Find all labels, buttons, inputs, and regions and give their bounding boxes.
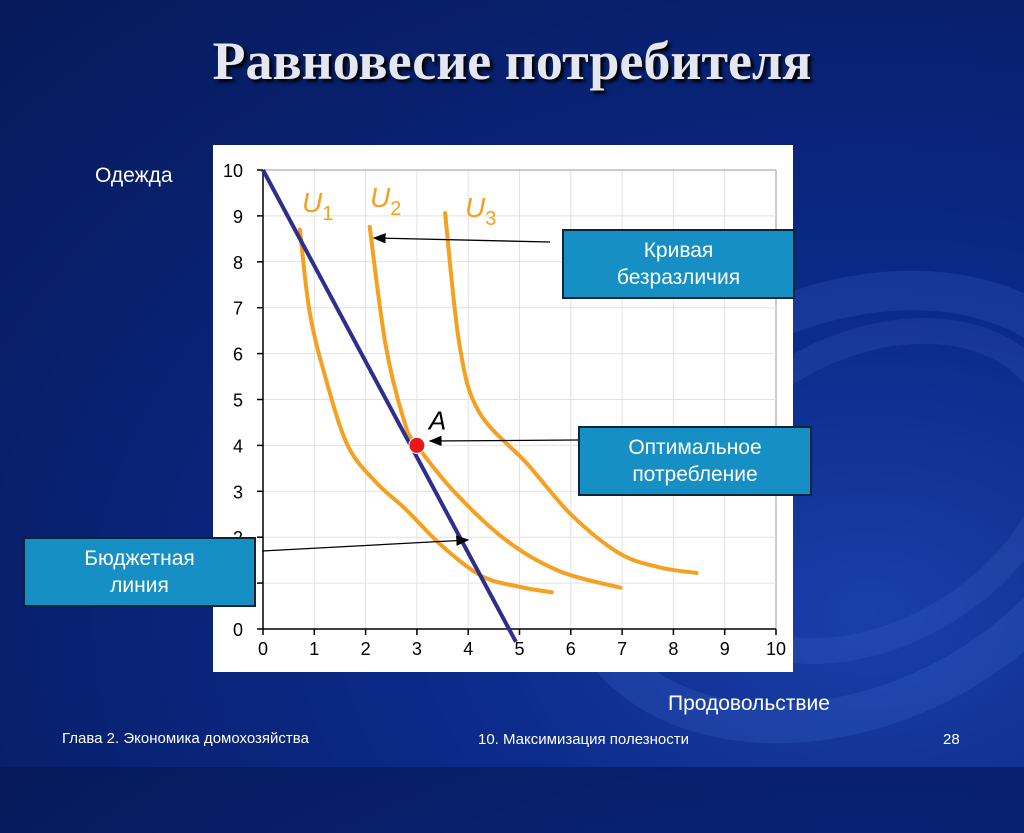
callout-line: Кривая [643, 239, 714, 262]
y-tick-label: 0 [233, 620, 243, 640]
page-title: Равновесие потребителя [212, 31, 812, 91]
x-tick-label: 7 [617, 639, 627, 659]
indifference-curve-u1 [297, 227, 554, 595]
callout-indifference-curve: Кривая безразличия [562, 229, 795, 299]
indifference-curve-u2 [367, 224, 623, 590]
optimum-point [408, 436, 426, 454]
budget-line [261, 169, 518, 643]
footer-chapter: Глава 2. Экономика домохозяйства [62, 730, 309, 747]
footer-section: 10. Максимизация полезности [478, 731, 689, 748]
arrow-to-budget [261, 535, 470, 552]
callout-line: линия [110, 574, 169, 597]
y-tick-label: 8 [233, 253, 243, 273]
indifference-curve-u3 [443, 211, 699, 576]
optimum-point-label: A [427, 405, 446, 435]
callout-line: безразличия [616, 266, 741, 289]
y-tick-label: 3 [233, 482, 243, 502]
callout-line: Оптимальное [628, 436, 762, 459]
y-tick-label: 5 [233, 391, 243, 411]
y-tick-label: 7 [233, 299, 243, 319]
arrow-to-optimum [428, 435, 579, 447]
x-tick-label: 8 [668, 639, 678, 659]
y-tick-label: 10 [223, 161, 243, 181]
x-tick-label: 3 [412, 639, 422, 659]
y-axis-label: Одежда [95, 164, 173, 187]
y-tick-label: 9 [233, 207, 243, 227]
y-tick-label: 6 [233, 345, 243, 365]
footer-page-number: 28 [943, 731, 960, 748]
x-tick-label: 1 [309, 639, 319, 659]
x-tick-label: 10 [766, 639, 786, 659]
callout-line: потребление [632, 463, 758, 486]
x-axis-label: Продовольствие [668, 692, 830, 715]
curve-label-u2: U2 [370, 182, 401, 220]
x-tick-label: 6 [566, 639, 576, 659]
callout-line: Бюджетная [84, 547, 195, 570]
callout-budget-line: Бюджетная линия [23, 537, 256, 607]
y-tick-label: 4 [233, 436, 243, 456]
callout-optimal-consumption: Оптимальное потребление [578, 426, 812, 496]
arrow-to-indifference [372, 233, 551, 244]
x-tick-label: 2 [361, 639, 371, 659]
curve-label-u1: U1 [302, 187, 333, 225]
chart: 012345678910012345678910U1U2U3A [223, 161, 786, 659]
x-tick-label: 4 [463, 639, 473, 659]
curve-label-u3: U3 [465, 192, 496, 230]
x-tick-label: 5 [514, 639, 524, 659]
x-tick-label: 0 [258, 639, 268, 659]
x-tick-label: 9 [720, 639, 730, 659]
